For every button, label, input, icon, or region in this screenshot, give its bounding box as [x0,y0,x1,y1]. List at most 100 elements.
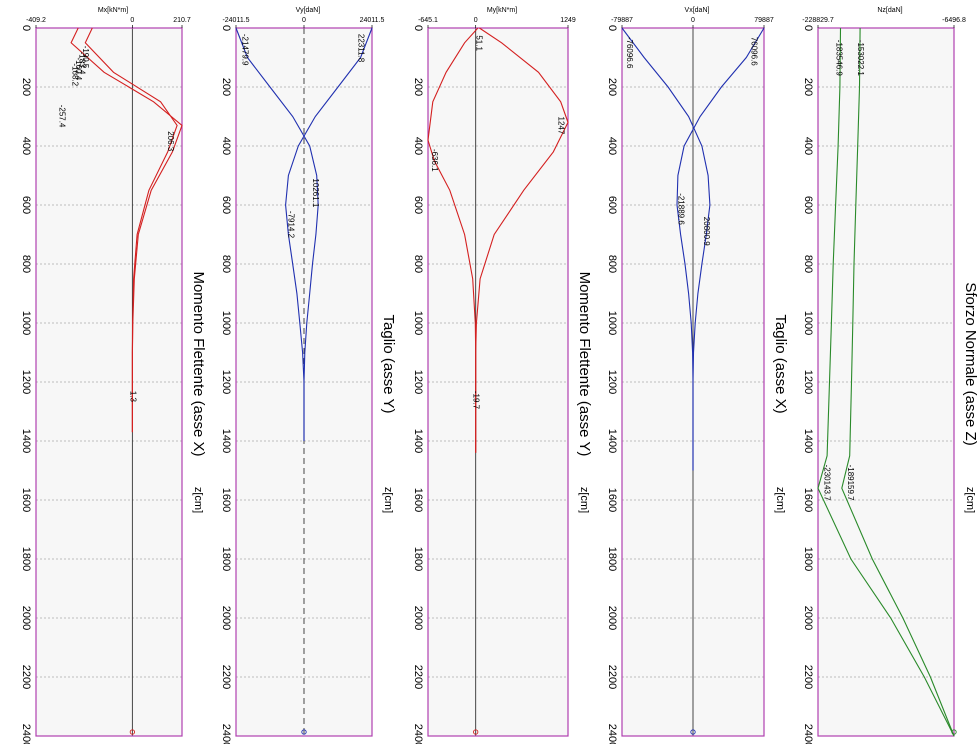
depth-tick-label: 800 [220,255,232,273]
depth-axis-label: z[cm] [774,487,786,513]
depth-tick-label: 800 [802,255,814,273]
value-tick-label: 0 [474,17,478,24]
value-tick-label: 0 [130,17,134,24]
depth-tick-label: 1000 [20,311,32,335]
data-label: 1.3 [128,391,137,403]
depth-tick-label: 1400 [20,429,32,453]
depth-tick-label: 200 [220,78,232,96]
chart-title: Momento Flettente (asse Y) [576,272,593,457]
chart-panel-4: 0 200 400 600 800 1000 1200 1400 1600 1800 2000 220… [606,7,789,744]
depth-tick-label: 1000 [220,311,232,335]
value-tick-label: 0 [691,17,695,24]
depth-tick-label: 0 [20,25,32,31]
depth-tick-label: 200 [802,78,814,96]
depth-tick-label: 1200 [802,370,814,394]
depth-tick-label: 2000 [20,606,32,630]
value-tick-label: -409.2 [26,17,46,24]
quantity-label: Vx[daN] [685,7,710,14]
value-tick-label: 0 [302,17,306,24]
end-marker [951,729,957,735]
depth-tick-label: 200 [412,78,424,96]
depth-tick-label: 2200 [20,665,32,689]
chart-title: Taglio (asse X) [772,314,789,413]
depth-tick-label: 2200 [802,665,814,689]
depth-tick-label: 800 [606,255,618,273]
depth-tick-label: 200 [606,78,618,96]
depth-tick-label: 1200 [220,370,232,394]
data-label: -230143.7 [822,465,831,502]
data-label: 206.3 [166,131,175,152]
value-tick-label: -228829.7 [802,17,834,24]
depth-tick-label: 2200 [606,665,618,689]
data-label: 76096.6 [749,37,758,66]
depth-tick-label: 2000 [220,606,232,630]
quantity-label: Nz[daN] [877,7,902,14]
value-tick-label: 24011.5 [360,17,385,24]
depth-tick-label: 200 [20,78,32,96]
series-line-2 [84,27,178,433]
depth-tick-label: 1600 [606,488,618,512]
depth-tick-label: 400 [412,137,424,155]
depth-tick-label: 0 [606,25,618,31]
series-line-2 [427,27,479,453]
depth-tick-label: 2400 [220,724,232,744]
quantity-label: Mx[kN*m] [98,7,128,14]
plot-frame [817,27,955,737]
chart-panel-3: 0 200 400 600 800 1000 1200 1400 1600 1800 2000 220… [412,7,593,744]
value-tick-label: 1249 [560,17,576,24]
data-label: -168.2 [71,63,80,86]
series-line-1 [285,27,373,441]
series-line-2 [235,27,319,441]
depth-tick-label: 2400 [802,724,814,744]
depth-tick-label: 1600 [220,488,232,512]
depth-tick-label: 0 [220,25,232,31]
data-label: 10261.1 [311,178,320,207]
depth-tick-label: 1800 [802,547,814,571]
series-line-2 [621,27,711,471]
value-tick-label: -6496.8 [942,17,966,24]
data-label: -76096.6 [625,37,634,69]
depth-tick-label: 1400 [412,429,424,453]
end-marker [129,729,136,735]
data-label: 22311.8 [357,34,366,63]
end-marker [473,729,479,735]
depth-axis-label: z[cm] [964,487,976,513]
data-label: 51.1 [475,35,484,51]
depth-tick-label: 400 [20,137,32,155]
depth-tick-label: 2400 [606,724,618,744]
chart-title: Taglio (asse Y) [380,315,397,414]
data-label: -636.1 [430,149,439,172]
chart-title: Sforzo Normale (asse Z) [962,282,979,445]
data-label: -21889.6 [676,193,685,225]
depth-tick-label: 0 [412,25,424,31]
depth-tick-label: 600 [220,196,232,214]
depth-tick-label: 2200 [220,665,232,689]
depth-tick-label: 2000 [606,606,618,630]
data-label: -257.4 [58,105,67,128]
value-tick-label: -79887 [611,17,633,24]
value-tick-label: -645.1 [418,17,438,24]
data-label: 20800.9 [702,217,711,246]
depth-tick-label: 800 [412,255,424,273]
depth-axis-label: z[cm] [382,487,394,513]
quantity-label: My[kN*m] [487,7,517,14]
depth-tick-label: 2400 [20,724,32,744]
data-label: -21479.9 [240,34,249,66]
data-label: -189159.7 [846,465,855,502]
end-marker [690,729,696,735]
value-tick-label: -24011.5 [222,17,249,24]
data-label: -183546.9 [835,40,844,77]
plot-frame [427,27,569,737]
data-label: -19.7 [472,391,481,410]
data-label: -7914.2 [286,211,295,239]
depth-tick-label: 600 [802,196,814,214]
depth-tick-label: 400 [606,137,618,155]
depth-tick-label: 1200 [412,370,424,394]
end-marker [301,729,307,735]
depth-tick-label: 1600 [412,488,424,512]
depth-tick-label: 2000 [412,606,424,630]
depth-tick-label: 1600 [802,488,814,512]
depth-tick-label: 600 [412,196,424,214]
chart-panel-5: 0 200 400 600 800 1000 1200 1400 1600 1800 2000 220… [802,7,979,744]
